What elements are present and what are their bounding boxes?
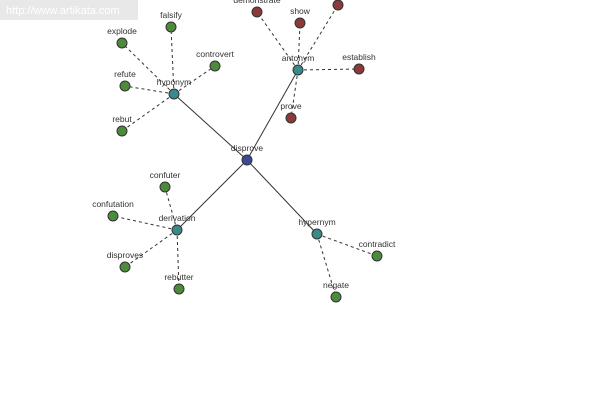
node-label[interactable]: prove: [280, 101, 302, 111]
edge: [316, 233, 378, 257]
node[interactable]: [119, 261, 131, 273]
node-label[interactable]: contradict: [359, 239, 396, 249]
node[interactable]: [353, 63, 365, 75]
node-label[interactable]: show: [290, 6, 311, 16]
node-label[interactable]: controvert: [196, 49, 234, 59]
node-label[interactable]: establish: [342, 52, 376, 62]
edge: [297, 4, 339, 71]
node[interactable]: [107, 210, 119, 222]
node-label[interactable]: disproves: [107, 250, 143, 260]
site-url[interactable]: http://www.artikata.com: [0, 0, 138, 20]
node[interactable]: [241, 154, 253, 166]
node-label[interactable]: disprove: [231, 143, 263, 153]
node[interactable]: [119, 80, 131, 92]
node-label[interactable]: antonym: [282, 53, 315, 63]
edge: [176, 229, 180, 290]
node[interactable]: [173, 283, 185, 295]
node-label[interactable]: confuter: [150, 170, 181, 180]
edge: [176, 159, 248, 231]
node-label[interactable]: demonstrate: [233, 0, 281, 5]
node-label[interactable]: explode: [107, 26, 137, 36]
edge: [173, 65, 216, 95]
edge: [297, 68, 360, 71]
node[interactable]: [159, 181, 171, 193]
node-label[interactable]: rebutter: [164, 272, 193, 282]
node[interactable]: [116, 125, 128, 137]
edge: [173, 93, 248, 161]
node-label[interactable]: hyponym: [157, 77, 192, 87]
node-label[interactable]: negate: [323, 280, 349, 290]
edge: [121, 42, 175, 95]
node[interactable]: [332, 0, 344, 11]
node-label[interactable]: confutation: [92, 199, 134, 209]
edge: [112, 215, 178, 231]
node[interactable]: [171, 224, 183, 236]
node[interactable]: [371, 250, 383, 262]
edge: [121, 93, 175, 132]
node[interactable]: [168, 88, 180, 100]
node[interactable]: [251, 6, 263, 18]
node[interactable]: [285, 112, 297, 124]
edge: [290, 69, 299, 119]
edge: [124, 85, 175, 95]
node[interactable]: [330, 291, 342, 303]
node-label[interactable]: rebut: [112, 114, 132, 124]
node[interactable]: [165, 21, 177, 33]
node[interactable]: [209, 60, 221, 72]
edge: [297, 22, 301, 71]
node[interactable]: [116, 37, 128, 49]
edge: [246, 69, 299, 161]
node-label[interactable]: derivation: [159, 213, 196, 223]
node-label[interactable]: falsify: [160, 10, 182, 20]
edge: [124, 229, 178, 268]
node[interactable]: [294, 17, 306, 29]
edge: [246, 159, 318, 235]
edge: [316, 233, 337, 298]
node-label[interactable]: refute: [114, 69, 136, 79]
edge: [170, 26, 175, 95]
node-label[interactable]: hypernym: [298, 217, 335, 227]
edge: [164, 186, 178, 231]
node[interactable]: [292, 64, 304, 76]
node[interactable]: [311, 228, 323, 240]
